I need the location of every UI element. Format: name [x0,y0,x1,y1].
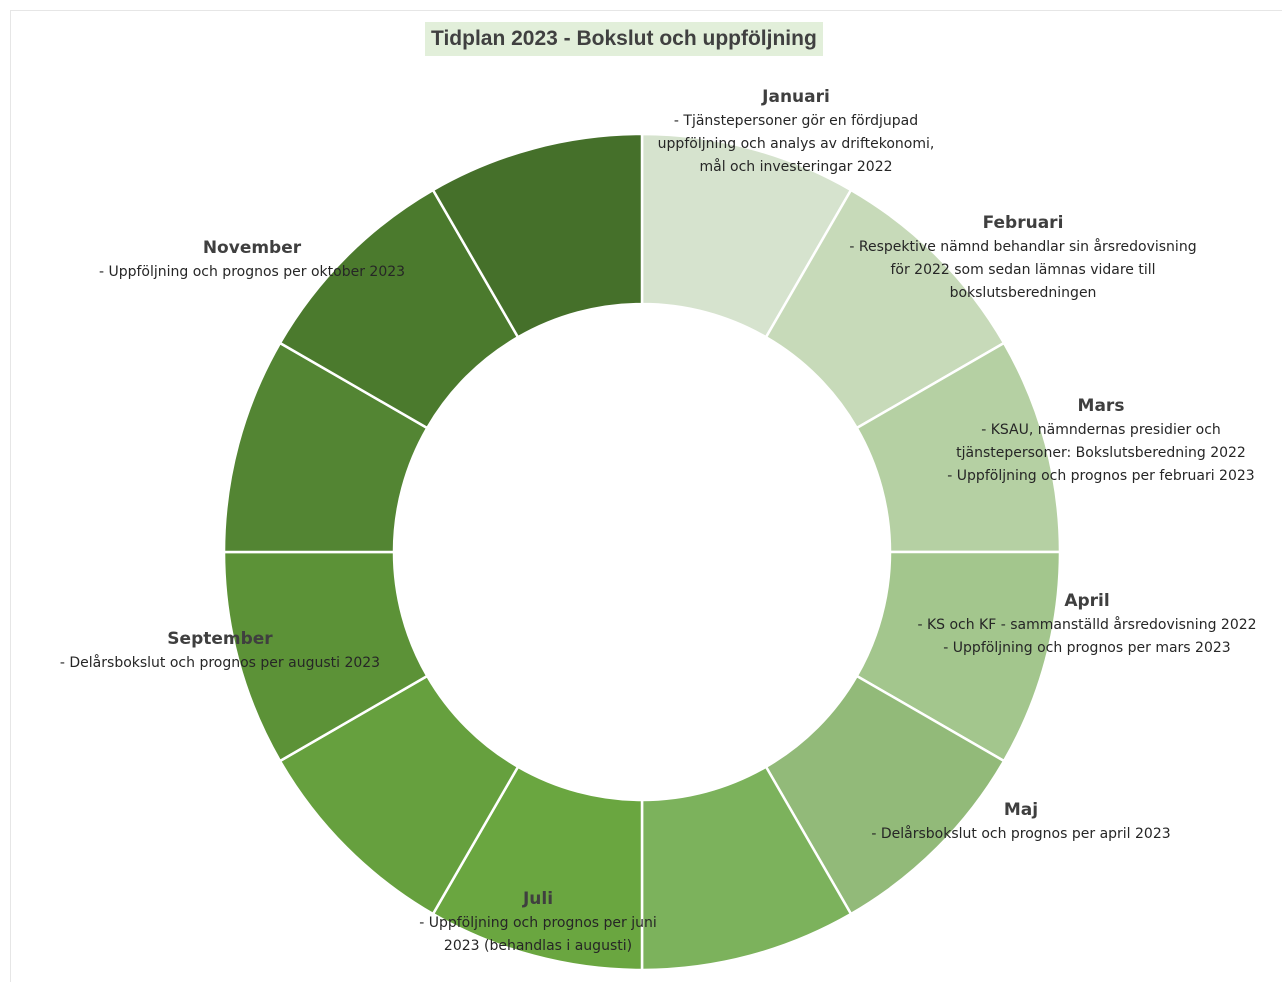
label-line: för 2022 som sedan lämnas vidare till [890,262,1156,278]
label-month: April [1064,591,1110,611]
label-line: - Tjänstepersoner gör en fördjupad [673,113,919,129]
label-februari: Februari - Respektive nämnd behandlar sin… [849,210,1196,305]
label-month: Juli [522,889,554,909]
slice-december[interactable] [431,132,644,339]
label-month: Maj [1003,800,1039,820]
label-month: November [202,238,302,258]
label-line: mål och investeringar 2022 [699,159,893,175]
label-juli: Juli - Uppföljning och prognos per juni 20… [419,886,657,958]
label-line: - Delårsbokslut och prognos per augusti … [59,655,381,671]
label-month: September [167,629,273,649]
label-line: - Uppföljning och prognos per juni [419,915,657,931]
label-april: April - KS och KF - sammanställd årsredov… [917,588,1256,660]
label-november: November - Uppföljning och prognos per ok… [99,235,405,284]
label-line: 2023 (behandlas i augusti) [443,938,633,954]
label-line: - Uppföljning och prognos per oktober 20… [98,264,406,280]
label-line: - KSAU, nämndernas presidier och [981,422,1221,438]
label-month: Februari [982,213,1064,233]
chart-title: Tidplan 2023 - Bokslut och uppföljning [425,22,823,56]
label-september: September - Delårsbokslut och prognos per… [60,626,380,675]
chart-frame [10,10,1282,982]
label-line: uppföljning och analys av driftekonomi, [657,136,935,152]
label-maj: Maj - Delårsbokslut och prognos per april… [871,797,1170,846]
label-month: Mars [1077,396,1125,416]
label-line: bokslutsberedningen [949,285,1097,301]
label-line: - Respektive nämnd behandlar sin årsredo… [849,239,1197,255]
label-month: Januari [762,87,830,107]
label-line: - Uppföljning och prognos per mars 2023 [943,640,1231,656]
label-line: tjänstepersoner: Bokslutsberedning 2022 [956,445,1246,461]
label-mars: Mars - KSAU, nämndernas presidier och tjän… [947,393,1254,488]
label-line: - Uppföljning och prognos per februari 2… [947,468,1255,484]
label-januari: Januari - Tjänstepersoner gör en fördjupa… [658,84,935,179]
label-line: - Delårsbokslut och prognos per april 20… [871,826,1171,842]
label-line: - KS och KF - sammanställd årsredovisnin… [917,617,1257,633]
